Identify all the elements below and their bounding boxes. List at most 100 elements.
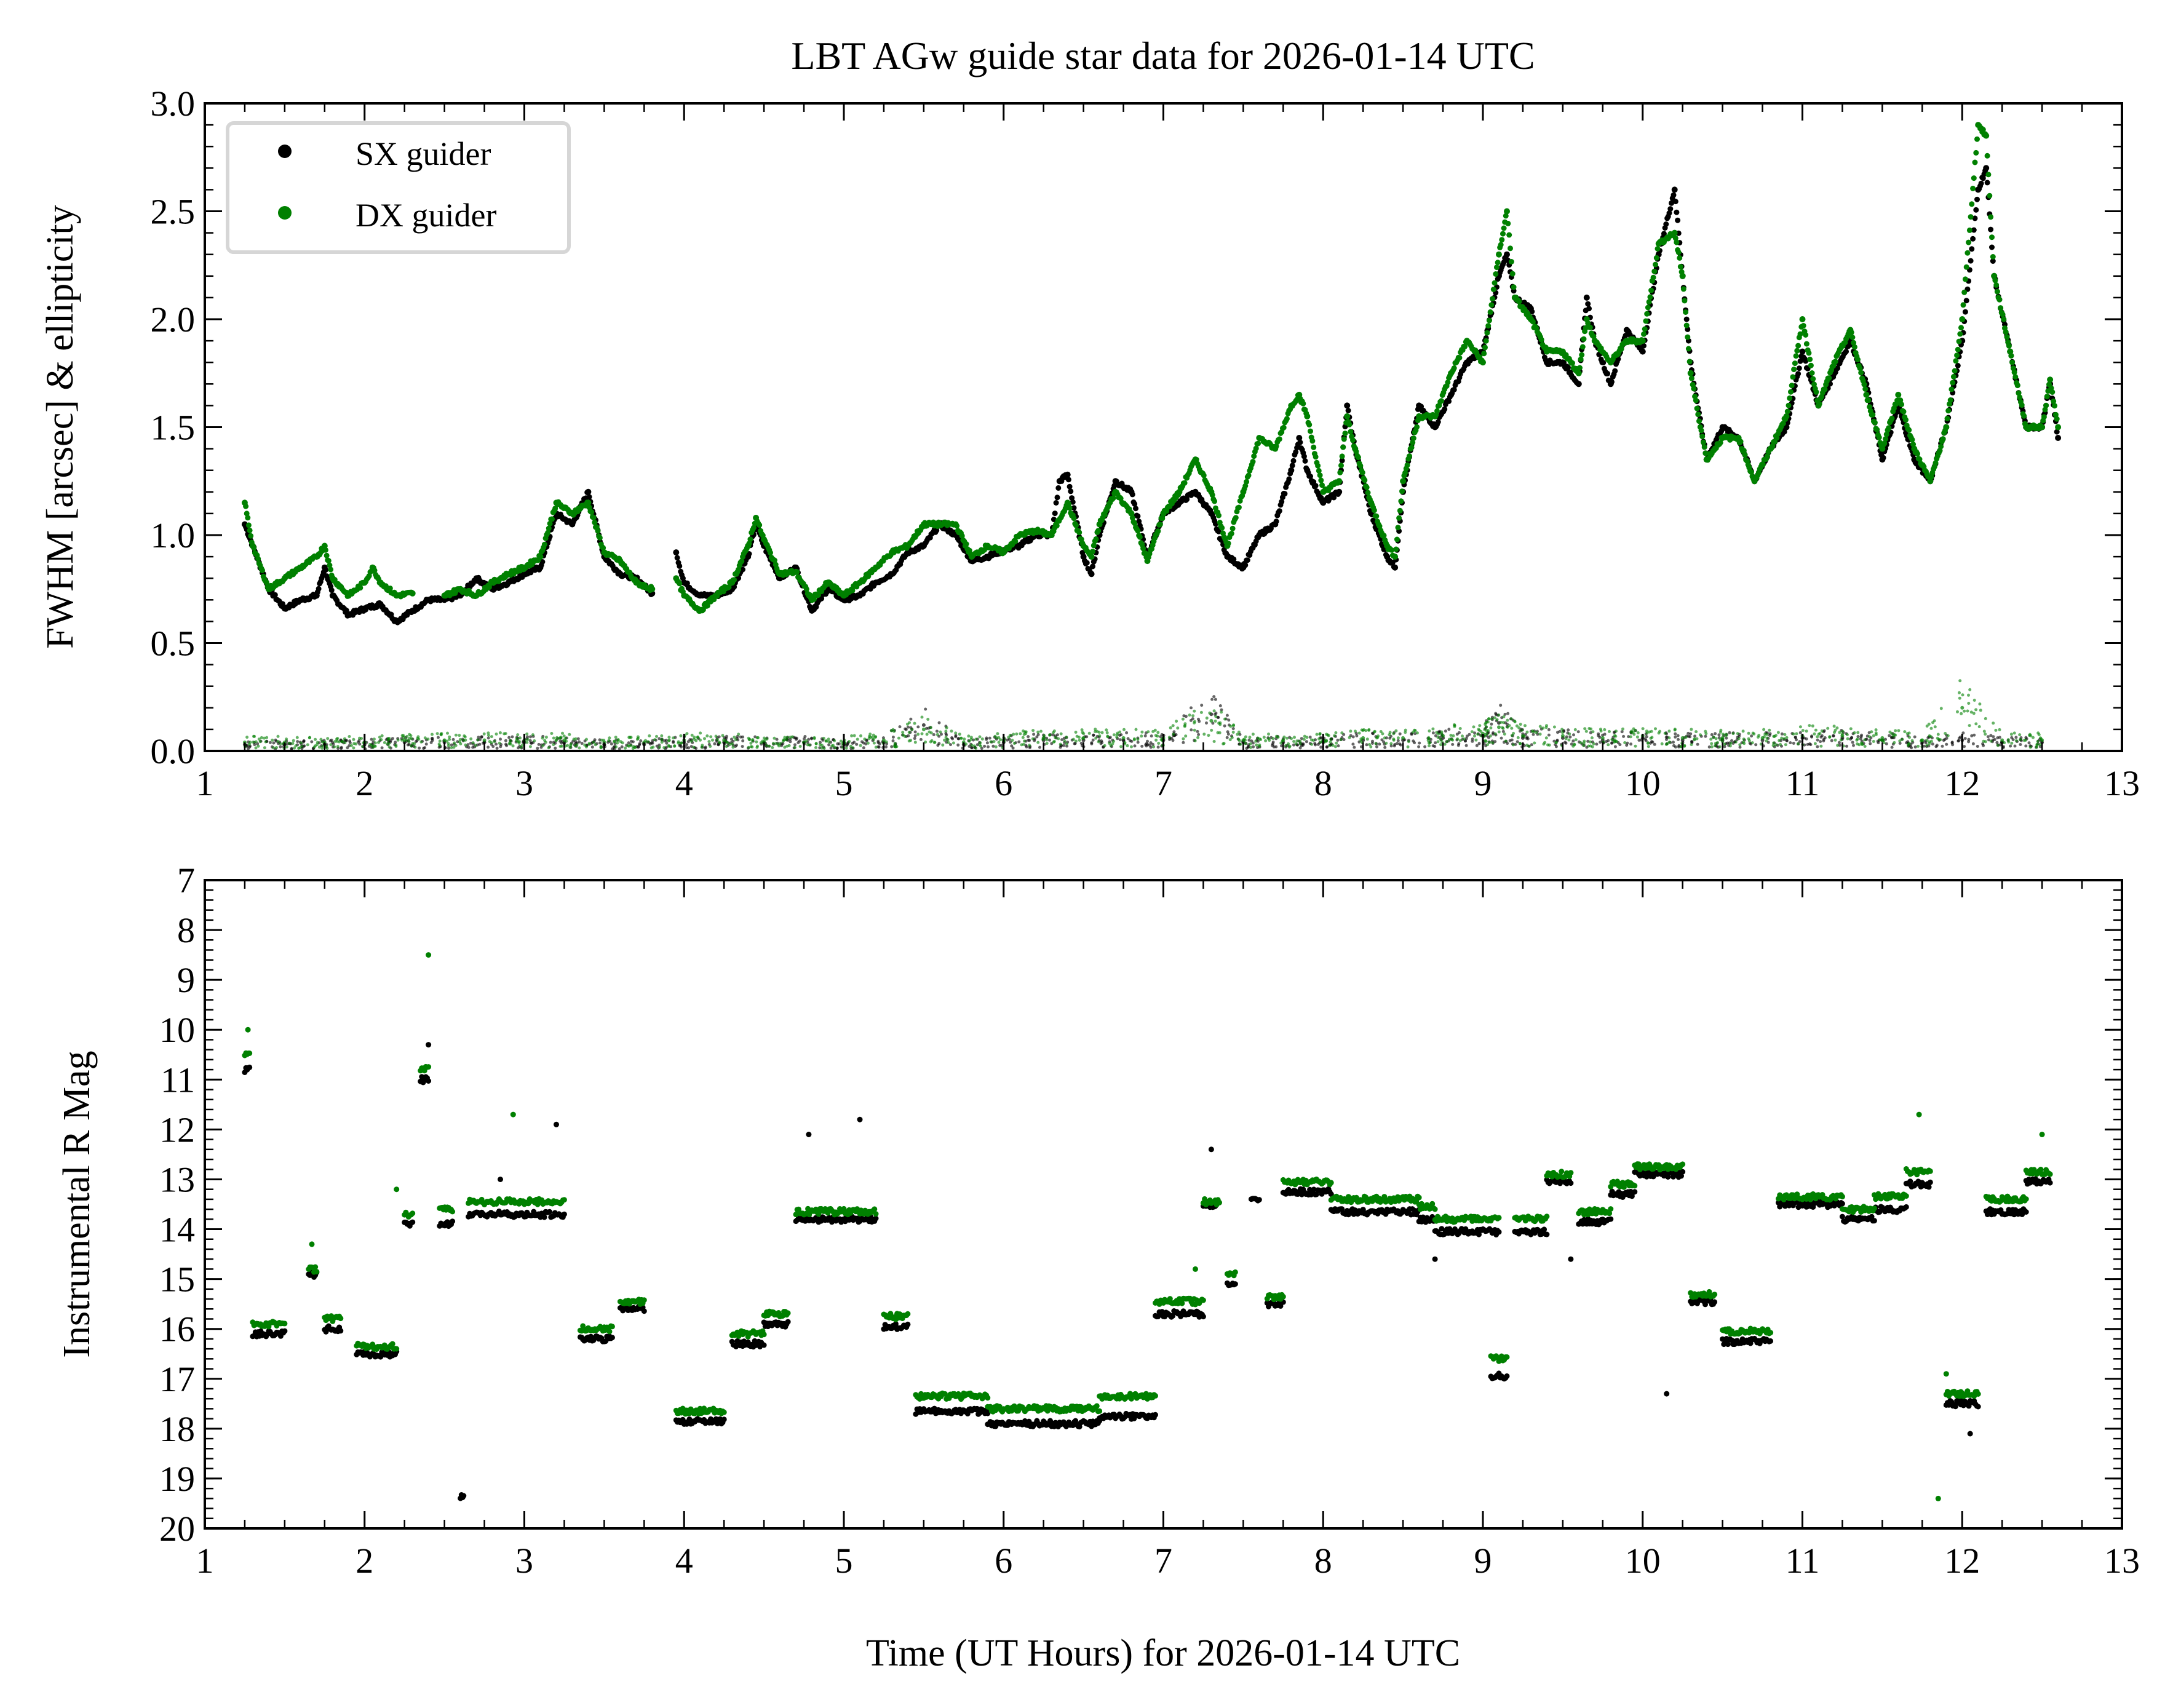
ellipticity-point-sx <box>1305 740 1308 744</box>
fwhm-point-sx <box>1799 348 1806 355</box>
ellipticity-point-sx <box>1823 736 1827 739</box>
fwhm-point-dx <box>357 585 363 591</box>
ellipticity-point-dx <box>335 739 339 743</box>
ellipticity-point-dx <box>252 734 255 738</box>
ellipticity-point-sx <box>487 736 490 740</box>
ellipticity-point-dx <box>707 740 711 744</box>
fwhm-point-dx <box>1137 534 1143 540</box>
fwhm-point-dx <box>545 530 551 536</box>
fwhm-point-dx <box>1687 370 1694 376</box>
ellipticity-point-sx <box>1710 733 1714 736</box>
ellipticity-point-sx <box>1399 743 1402 747</box>
fwhm-point-dx <box>549 516 555 522</box>
ellipticity-point-dx <box>959 736 963 740</box>
fwhm-point-sx <box>1983 165 1990 172</box>
fwhm-point-dx <box>1792 360 1798 367</box>
ellipticity-point-sx <box>1196 729 1199 733</box>
ellipticity-point-sx <box>517 746 520 750</box>
fwhm-point-sx <box>322 567 328 573</box>
ellipticity-point-sx <box>950 736 953 739</box>
ellipticity-point-sx <box>1605 740 1608 744</box>
ellipticity-point-dx <box>320 746 324 750</box>
ellipticity-point-dx <box>300 741 303 745</box>
ellipticity-point-sx <box>1119 733 1123 737</box>
ellipticity-point-dx <box>672 736 675 740</box>
ellipticity-point-sx <box>1693 734 1697 738</box>
fwhm-point-dx <box>1895 391 1902 398</box>
fwhm-point-sx <box>1290 458 1297 464</box>
ellipticity-point-dx <box>945 726 948 729</box>
ellipticity-point-dx <box>679 734 683 737</box>
fwhm-point-sx <box>1504 251 1510 258</box>
fwhm-point-dx <box>1365 490 1371 496</box>
fwhm-point-dx <box>1348 429 1354 435</box>
fwhm-point-dx <box>1362 477 1368 483</box>
ellipticity-point-sx <box>1714 732 1717 736</box>
fwhm-point-dx <box>1516 298 1522 304</box>
ellipticity-point-sx <box>2027 741 2031 745</box>
ellipticity-point-dx <box>749 745 753 749</box>
fwhm-point-sx <box>1968 258 1974 264</box>
ellipticity-point-sx <box>1225 713 1229 717</box>
fwhm-point-dx <box>1682 298 1688 304</box>
ellipticity-point-sx <box>686 740 690 744</box>
fwhm-point-sx <box>1344 402 1351 409</box>
fwhm-point-sx <box>1661 231 1667 237</box>
ellipticity-point-dx <box>658 745 662 749</box>
ellipticity-point-sx <box>916 725 920 729</box>
ellipticity-point-dx <box>469 737 473 741</box>
ellipticity-point-sx <box>1622 734 1626 738</box>
fwhm-point-dx <box>1311 444 1317 450</box>
data-points <box>241 122 2062 751</box>
ellipticity-point-dx <box>568 745 572 749</box>
ellipticity-point-sx <box>741 735 745 739</box>
fwhm-point-sx <box>1288 467 1295 474</box>
ellipticity-point-sx <box>1576 730 1580 734</box>
ellipticity-point-dx <box>850 734 854 737</box>
ellipticity-point-dx <box>387 737 390 741</box>
ellipticity-point-sx <box>741 745 744 749</box>
ellipticity-point-sx <box>935 729 939 733</box>
ellipticity-point-dx <box>863 737 867 741</box>
fwhm-point-dx <box>1538 336 1544 343</box>
ellipticity-point-dx <box>728 742 732 746</box>
fwhm-point-dx <box>1216 512 1222 518</box>
fwhm-point-dx <box>1575 370 1582 376</box>
fwhm-point-sx <box>328 587 335 594</box>
ellipticity-point-dx <box>454 733 458 737</box>
fwhm-point-dx <box>1480 359 1486 366</box>
fwhm-point-sx <box>1345 408 1351 413</box>
fwhm-point-sx <box>1435 419 1441 425</box>
ellipticity-point-sx <box>1375 745 1378 749</box>
ellipticity-point-sx <box>1688 735 1692 739</box>
fwhm-point-sx <box>1674 209 1680 215</box>
ellipticity-point-sx <box>598 741 602 745</box>
ellipticity-point-dx <box>423 736 427 740</box>
ellipticity-point-dx <box>490 741 493 745</box>
ellipticity-point-sx <box>1794 736 1797 739</box>
ellipticity-point-sx <box>1006 738 1009 742</box>
ellipticity-point-dx <box>692 745 696 749</box>
fwhm-point-dx <box>1671 229 1678 236</box>
ellipticity-point-sx <box>504 739 507 742</box>
fwhm-point-dx <box>1858 370 1864 376</box>
ellipticity-point-dx <box>292 739 295 742</box>
ellipticity-point-sx <box>1603 733 1607 736</box>
ellipticity-point-sx <box>1490 722 1493 726</box>
ellipticity-point-sx <box>504 742 507 746</box>
ellipticity-point-sx <box>1392 744 1396 748</box>
ellipticity-point-dx <box>360 737 363 741</box>
ellipticity-point-dx <box>608 736 611 740</box>
fwhm-point-dx <box>1245 472 1252 479</box>
ellipticity-point-sx <box>495 747 499 750</box>
ellipticity-point-dx <box>920 715 924 719</box>
ellipticity-point-sx <box>1780 732 1784 736</box>
ellipticity-point-dx <box>314 737 317 741</box>
fwhm-point-sx <box>539 559 546 565</box>
ellipticity-point-sx <box>1396 739 1400 742</box>
ellipticity-point-sx <box>1271 744 1274 747</box>
fwhm-point-dx <box>1500 231 1506 237</box>
ellipticity-point-sx <box>803 735 807 738</box>
ellipticity-point-dx <box>373 744 377 748</box>
fwhm-panel: 1 2 3 4 5 6 7 8 9 10 11 12 130.00.51.01.52.02.53.0 <box>151 84 2140 803</box>
